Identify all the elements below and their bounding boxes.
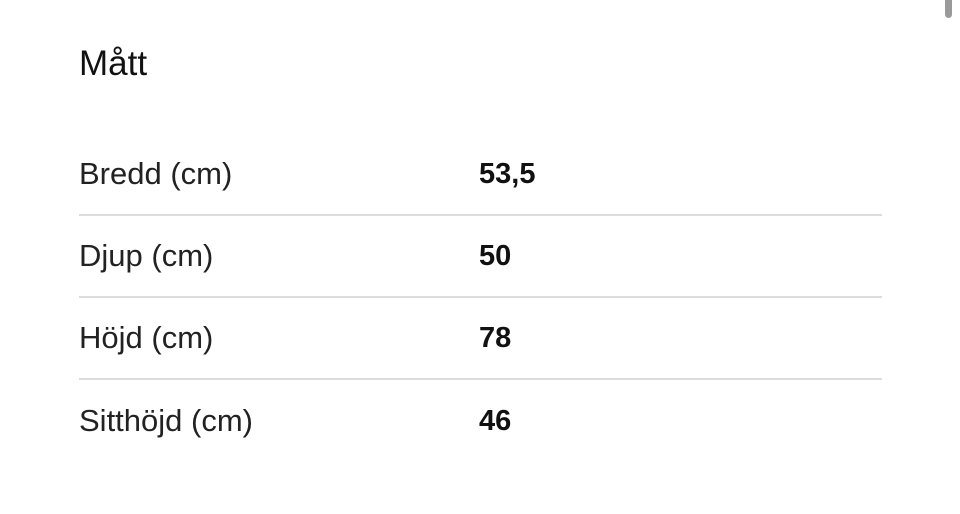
dimensions-table: Bredd (cm) 53,5 Djup (cm) 50 Höjd (cm) 7… — [79, 134, 882, 462]
section-title: Mått — [79, 44, 148, 83]
row-label: Sitthöjd (cm) — [79, 403, 253, 438]
table-row: Sitthöjd (cm) 46 — [79, 380, 882, 462]
table-row: Djup (cm) 50 — [79, 216, 882, 298]
scrollbar-thumb[interactable] — [945, 0, 952, 18]
row-value: 78 — [479, 321, 512, 354]
row-value: 46 — [479, 404, 512, 437]
row-label: Höjd (cm) — [79, 320, 214, 355]
row-value: 53,5 — [479, 157, 536, 190]
table-row: Höjd (cm) 78 — [79, 298, 882, 380]
row-label: Djup (cm) — [79, 238, 214, 273]
row-value: 50 — [479, 239, 512, 272]
table-row: Bredd (cm) 53,5 — [79, 134, 882, 216]
row-label: Bredd (cm) — [79, 156, 233, 191]
